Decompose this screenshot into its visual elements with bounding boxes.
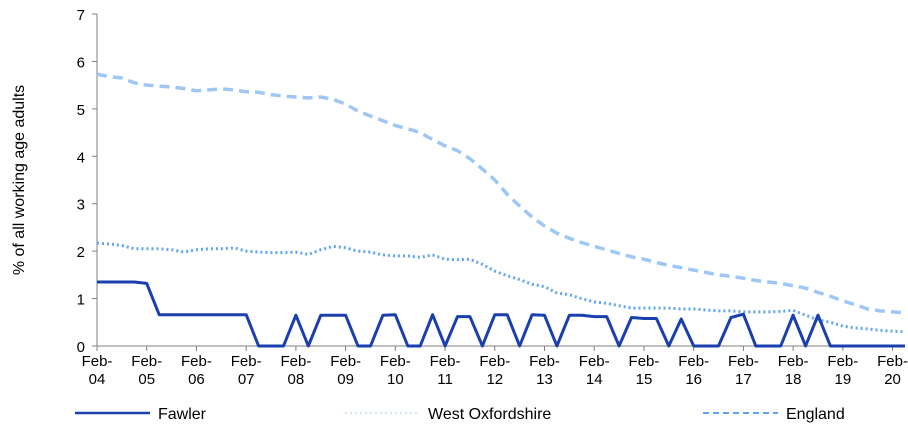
y-axis-label: % of all working age adults — [11, 85, 28, 275]
x-tick-label-line1: Feb- — [579, 353, 610, 370]
x-tick-label-line2: 08 — [288, 371, 305, 388]
series-layer — [96, 72, 906, 348]
x-tick-label-line1: Feb- — [380, 353, 411, 370]
x-tick-label-line1: Feb- — [280, 353, 311, 370]
x-tick-label-line2: 07 — [238, 371, 255, 388]
x-tick-label-line1: Feb- — [479, 353, 510, 370]
x-tick-label-line1: Feb- — [529, 353, 560, 370]
series-line-england — [96, 72, 906, 315]
x-tick-label-line2: 20 — [884, 371, 901, 388]
legend-label-england: England — [786, 406, 845, 423]
x-tick-label-line1: Feb- — [82, 353, 113, 370]
x-axis: Feb-04Feb-05Feb-06Feb-07Feb-08Feb-09Feb-… — [82, 345, 908, 388]
x-tick-label-line1: Feb- — [131, 353, 162, 370]
y-tick-label: 0 — [77, 339, 85, 356]
x-tick-label-line2: 18 — [785, 371, 802, 388]
x-tick-label-line1: Feb- — [629, 353, 660, 370]
x-tick-label-line1: Feb- — [827, 353, 858, 370]
y-tick-label: 1 — [77, 292, 85, 309]
x-tick-label-line2: 12 — [486, 371, 503, 388]
y-tick-label: 6 — [77, 54, 85, 71]
legend-label-fawler: Fawler — [158, 406, 207, 423]
x-tick-label-line1: Feb- — [678, 353, 709, 370]
y-tick-label: 2 — [77, 244, 85, 261]
x-tick-label-line2: 04 — [89, 371, 106, 388]
x-tick-label-line1: Feb- — [877, 353, 908, 370]
x-tick-label-line1: Feb- — [728, 353, 759, 370]
x-tick-label-line2: 05 — [138, 371, 155, 388]
x-tick-label-line2: 10 — [387, 371, 404, 388]
legend-label-west-oxfordshire: West Oxfordshire — [428, 406, 551, 423]
x-tick-label-line1: Feb- — [330, 353, 361, 370]
x-tick-label-line2: 15 — [636, 371, 653, 388]
x-tick-label-line2: 16 — [685, 371, 702, 388]
x-tick-label-line2: 17 — [735, 371, 752, 388]
x-tick-label-line2: 09 — [337, 371, 354, 388]
y-axis: 0 1 2 3 4 5 6 7 — [77, 7, 98, 356]
series-line-fawler — [97, 280, 905, 348]
x-tick-label-line1: Feb- — [231, 353, 262, 370]
y-tick-label: 4 — [77, 149, 85, 166]
series-line-west-oxfordshire — [96, 241, 906, 334]
x-tick-label-line1: Feb- — [181, 353, 212, 370]
x-tick-label-line2: 11 — [437, 371, 453, 388]
x-tick-label-line1: Feb- — [430, 353, 461, 370]
x-tick-label-line2: 19 — [835, 371, 852, 388]
x-tick-label-line1: Feb- — [778, 353, 809, 370]
x-tick-label-line2: 14 — [586, 371, 603, 388]
legend: Fawler West Oxfordshire England — [75, 406, 845, 423]
x-tick-label-line2: 13 — [536, 371, 553, 388]
y-tick-label: 7 — [77, 7, 85, 24]
y-tick-label: 5 — [77, 102, 85, 119]
x-tick-label-line2: 06 — [188, 371, 205, 388]
y-tick-label: 3 — [77, 197, 85, 214]
